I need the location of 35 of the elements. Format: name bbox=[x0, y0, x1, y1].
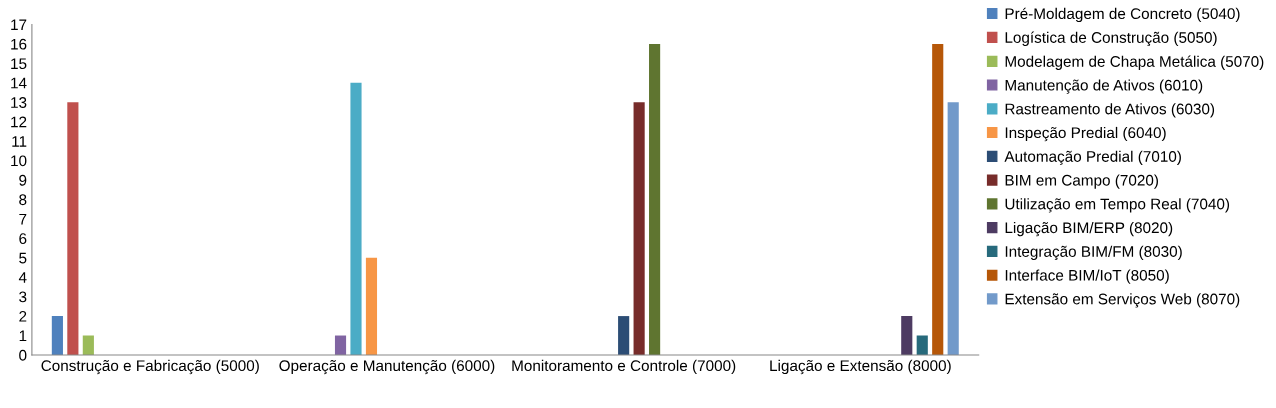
x-tick-label: Operação e Manutenção (6000) bbox=[279, 359, 495, 375]
legend-label: Integração BIM/FM (8030) bbox=[1005, 245, 1182, 261]
y-tick-label: 10 bbox=[11, 155, 27, 167]
legend-label: Pré-Moldagem de Concreto (5040) bbox=[1005, 7, 1240, 23]
y-tick-label: 11 bbox=[12, 136, 27, 147]
legend-label: Automação Predial (7010) bbox=[1004, 150, 1181, 165]
legend-label: Inspeção Predial (6040) bbox=[1005, 126, 1166, 142]
y-tick-label: 8 bbox=[19, 194, 27, 206]
x-tick-label: Monitoramento e Controle (7000) bbox=[512, 359, 736, 375]
legend-label: BIM em Campo (7020) bbox=[1005, 174, 1158, 189]
legend-label: Modelagem de Chapa Metálica (5070) bbox=[1005, 55, 1264, 70]
legend-label: Utilização em Tempo Real (7040) bbox=[1005, 198, 1230, 213]
y-tick-label: 6 bbox=[19, 233, 27, 245]
y-tick-label: 3 bbox=[19, 291, 27, 303]
y-tick-label: 4 bbox=[18, 272, 27, 283]
legend-label: Ligação BIM/ERP (8020) bbox=[1005, 221, 1173, 237]
legend-label: Logística de Construção (5050) bbox=[1005, 31, 1217, 47]
y-tick-label: 13 bbox=[11, 97, 27, 108]
x-tick-label: Ligação e Extensão (8000) bbox=[770, 359, 951, 375]
y-tick-label: 12 bbox=[11, 116, 27, 128]
y-tick-label: 2 bbox=[19, 310, 27, 322]
y-tick-label: 0 bbox=[19, 349, 27, 361]
y-tick-label: 7 bbox=[19, 213, 27, 225]
y-tick-label: 14 bbox=[11, 77, 27, 89]
y-tick-label: 16 bbox=[11, 38, 27, 50]
legend-label: Interface BIM/IoT (8050) bbox=[1005, 269, 1169, 284]
legend-label: Rastreamento de Ativos (6030) bbox=[1005, 103, 1215, 118]
y-tick-label: 9 bbox=[19, 174, 27, 186]
y-tick-label: 17 bbox=[11, 19, 27, 31]
y-tick-label: 1 bbox=[19, 330, 27, 342]
y-tick-label: 5 bbox=[19, 252, 27, 264]
x-tick-label: Construção e Fabricação (5000) bbox=[41, 359, 259, 375]
y-tick-label: 15 bbox=[11, 58, 27, 70]
legend-label: Manutenção de Ativos (6010) bbox=[1005, 79, 1203, 94]
legend-label: Extensão em Serviços Web (8070) bbox=[1005, 293, 1240, 308]
